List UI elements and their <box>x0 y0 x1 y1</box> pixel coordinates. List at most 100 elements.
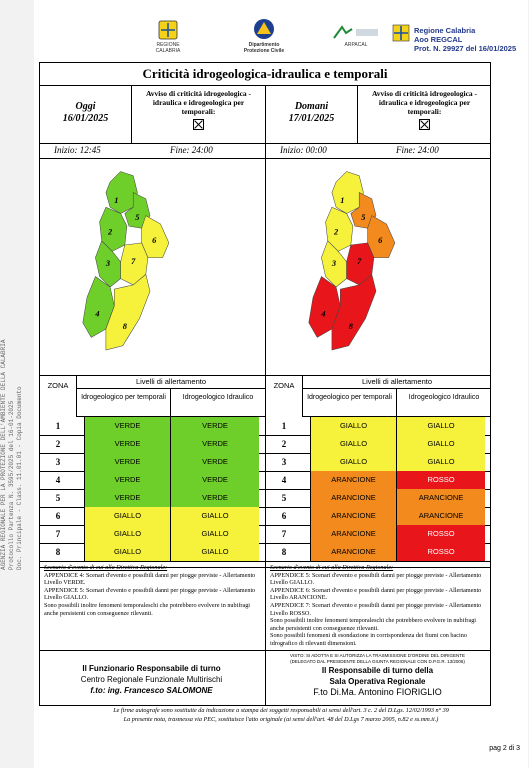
today-zone-number: 4 <box>55 475 61 485</box>
footer-line-1: Le firme autografe sono sostituite da in… <box>113 707 449 714</box>
today-end: Fine: 24:00 <box>170 145 213 155</box>
today-map: 1 2 3 4 5 6 7 8 <box>40 159 265 376</box>
tomorrow-level-idraulico: GIALLO <box>396 417 485 435</box>
tomorrow-start: Inizio: 00:00 <box>280 145 327 155</box>
tomorrow-end: Fine: 24:00 <box>396 145 439 155</box>
tomorrow-level-idraulico: ARANCIONE <box>396 507 485 525</box>
header: REGIONE CALABRIA Dipartimento Protezione… <box>34 18 528 58</box>
today-zone-number: 1 <box>55 421 61 431</box>
today-zone-row: 8 GIALLO GIALLO <box>40 543 265 562</box>
prot-line1: Regione Calabria <box>414 26 476 35</box>
notes-left-line: APPENDICE 4: Scenari d'evento e possibil… <box>44 571 256 587</box>
tomorrow-level-temporali: ARANCIONE <box>310 525 396 543</box>
today-zone-row: 6 GIALLO GIALLO <box>40 507 265 526</box>
today-zone-number: 2 <box>55 439 61 449</box>
today-checkbox-icon <box>193 119 204 130</box>
tomorrow-col1-header: Idrogeologico per temporali <box>302 389 396 417</box>
notes-left: Scenario d'evento di cui alla Direttiva … <box>41 562 266 687</box>
tomorrow-zone-row: 1 GIALLO GIALLO <box>266 417 491 436</box>
tomorrow-level-temporali: GIALLO <box>310 417 396 435</box>
tomorrow-zona-header: ZONA <box>273 381 295 390</box>
today-map-zone-8 <box>105 273 151 351</box>
tomorrow-zone-number: 7 <box>281 529 287 539</box>
tomorrow-level-idraulico: ROSSO <box>396 543 485 561</box>
tomorrow-level-idraulico: ROSSO <box>396 471 485 489</box>
tomorrow-map-zone-3 <box>321 240 347 288</box>
arpacal-logo: ARPACAL <box>326 24 386 48</box>
today-level-idraulico: VERDE <box>170 435 259 453</box>
today-map-zone-6 <box>141 215 170 258</box>
lower-divider <box>265 568 266 705</box>
today-level-temporali: GIALLO <box>84 507 170 525</box>
today-map-zone-5 <box>124 192 151 229</box>
tomorrow-map: 1 2 3 4 5 6 7 8 <box>266 159 491 376</box>
tomorrow-level-temporali: ARANCIONE <box>310 507 396 525</box>
today-level-temporali: GIALLO <box>84 525 170 543</box>
tomorrow-map-zone-5 <box>350 192 377 229</box>
today-livelli-header: Livelli di allertamento <box>76 375 265 389</box>
tomorrow-map-svg: 1 2 3 4 5 6 7 8 <box>308 171 396 351</box>
logo3-text: ARPACAL <box>344 42 368 48</box>
today-header: Oggi 16/01/2025 Avviso di criticità idro… <box>40 85 265 144</box>
tomorrow-date-label: Domani 17/01/2025 <box>266 85 358 143</box>
today-zone-number: 5 <box>55 493 61 503</box>
tomorrow-zone-number: 8 <box>281 547 287 557</box>
today-avviso: Avviso di criticità idrogeologica - idra… <box>132 85 265 143</box>
side-text-line-2: Protocollo Partenza N. 3595/2025 del 16-… <box>8 400 15 570</box>
today-zone-number: 7 <box>55 529 61 539</box>
today-map-zone-1 <box>105 171 138 214</box>
sig-right-name: F.to Di.Ma. Antonino FIORIGLIO <box>313 687 442 697</box>
tomorrow-zone-number: 1 <box>281 421 287 431</box>
regione-calabria-shield-icon <box>392 24 410 42</box>
tomorrow-zone-number: 6 <box>281 511 287 521</box>
today-zone-row: 3 VERDE VERDE <box>40 453 265 472</box>
column-divider <box>265 85 266 568</box>
today-level-temporali: VERDE <box>84 417 170 435</box>
tomorrow-zone-number: 2 <box>281 439 287 449</box>
tomorrow-zone-number: 5 <box>281 493 287 503</box>
tomorrow-level-temporali: GIALLO <box>310 435 396 453</box>
today-map-zone-4 <box>82 276 115 338</box>
tomorrow-level-temporali: ARANCIONE <box>310 543 396 561</box>
notes-right-line: APPENDICE 6: Scenari d'evento e possibil… <box>270 586 482 602</box>
sig-left-office: Centro Regionale Funzionale Multirischi <box>80 675 223 684</box>
tomorrow-map-zone-8 <box>331 273 377 351</box>
lower-frame <box>39 568 491 706</box>
notes-right: Scenario d'evento di cui alla Direttiva … <box>267 562 492 687</box>
tomorrow-avviso: Avviso di criticità idrogeologica - idra… <box>358 85 491 143</box>
notes-right-line: APPENDICE 7: Scenari d'evento e possibil… <box>270 601 482 617</box>
today-zone-number: 8 <box>55 547 61 557</box>
lower-hline <box>40 650 490 651</box>
tomorrow-time-row: Inizio: 00:00 Fine: 24:00 <box>266 143 491 159</box>
tomorrow-col2-header: Idrogeologico Idraulico <box>396 389 491 417</box>
sig-right-role: Il Responsabile di turno della <box>321 666 434 675</box>
today-level-idraulico: VERDE <box>170 453 259 471</box>
today-label: Oggi <box>75 101 96 112</box>
notes-right-line: Sono possibili fenomeni di esondazione i… <box>270 632 467 647</box>
tomorrow-zone-row: 4 ARANCIONE ROSSO <box>266 471 491 490</box>
today-level-temporali: VERDE <box>84 489 170 507</box>
today-level-idraulico: VERDE <box>170 417 259 435</box>
today-map-label-5: 5 <box>135 213 139 222</box>
today-map-svg: 1 2 3 4 5 6 7 8 <box>82 171 170 351</box>
today-zone-row: 4 VERDE VERDE <box>40 471 265 490</box>
today-map-label-4: 4 <box>94 309 99 318</box>
tomorrow-map-zone-1 <box>331 171 364 214</box>
tomorrow-zone-number: 4 <box>281 475 287 485</box>
sig-right-small1: VISTO: SI ADOTTA E SI AUTORIZZA LA TRASM… <box>290 653 465 658</box>
today-zone-number: 6 <box>55 511 61 521</box>
tomorrow-label: Domani <box>294 101 329 112</box>
today-zone-row: 2 VERDE VERDE <box>40 435 265 454</box>
side-protocol-stamp: AGENZIA REGIONALE PER LA PROTEZIONE DELL… <box>0 212 30 572</box>
today-level-idraulico: VERDE <box>170 471 259 489</box>
tomorrow-map-label-4: 4 <box>320 309 325 318</box>
today-map-label-1: 1 <box>114 196 118 205</box>
protocol-stamp: Regione Calabria Aoo REGCAL Prot. N. 299… <box>414 26 516 53</box>
today-map-label-2: 2 <box>107 228 112 237</box>
tomorrow-level-idraulico: GIALLO <box>396 453 485 471</box>
notes-right-line: Sono possibili inoltre fenomeni temporal… <box>270 617 477 632</box>
side-text-line-1: AGENZIA REGIONALE PER LA PROTEZIONE DELL… <box>0 339 7 570</box>
tomorrow-header: Domani 17/01/2025 Avviso di criticità id… <box>266 85 491 144</box>
protezione-civile-logo: Dipartimento Protezione Civile <box>237 18 291 54</box>
tomorrow-level-idraulico: ROSSO <box>396 525 485 543</box>
